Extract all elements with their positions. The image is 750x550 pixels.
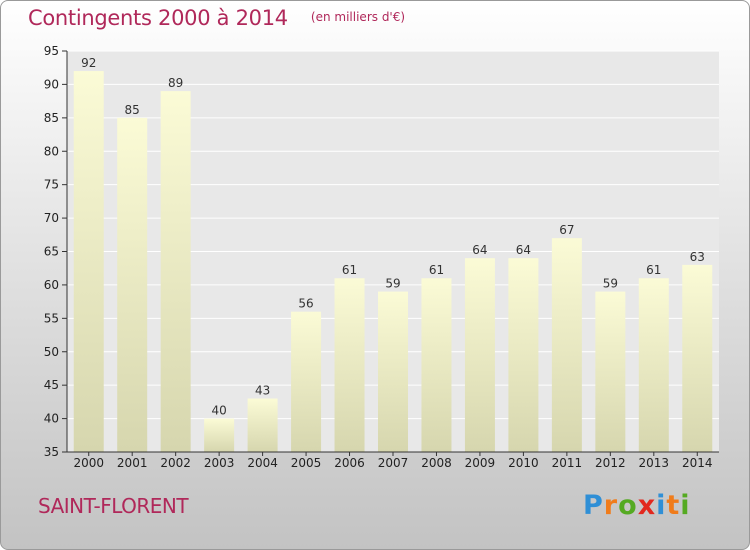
bar-value-label: 59 — [385, 277, 400, 291]
logo-letter: x — [637, 490, 657, 521]
bar-value-label: 61 — [646, 263, 661, 277]
bar-value-label: 92 — [81, 56, 96, 70]
logo-letter: i — [680, 490, 691, 521]
bar-value-label: 85 — [125, 103, 140, 117]
chart-header: Contingents 2000 à 2014 (en milliers d'€… — [28, 6, 405, 30]
x-tick-label: 2014 — [682, 456, 713, 470]
bar-2012 — [595, 291, 626, 452]
y-tick-label: 80 — [44, 144, 59, 158]
bar-2007 — [378, 291, 408, 452]
x-tick-label: 2005 — [291, 456, 322, 470]
bar-2001 — [117, 117, 148, 452]
x-tick-label: 2001 — [117, 456, 148, 470]
proxiti-logo: Proxiti — [583, 490, 691, 521]
logo-letter: P — [583, 490, 604, 521]
bar-2003 — [204, 418, 235, 452]
logo-letter: i — [656, 490, 667, 521]
bar-2014 — [682, 264, 713, 452]
bar-2009 — [464, 258, 495, 452]
y-tick-label: 65 — [44, 245, 59, 259]
x-tick-label: 2008 — [421, 456, 452, 470]
y-tick-label: 40 — [44, 412, 59, 426]
bar-value-label: 63 — [690, 250, 705, 264]
bar-2008 — [421, 278, 452, 452]
bar-value-label: 43 — [255, 384, 270, 398]
bar-value-label: 40 — [211, 404, 226, 418]
commune-name: SAINT-FLORENT — [38, 494, 189, 518]
logo-letter: t — [666, 490, 681, 521]
bar-value-label: 67 — [559, 223, 574, 237]
bar-2013 — [638, 278, 669, 452]
x-tick-label: 2004 — [247, 456, 278, 470]
logo-letter: r — [603, 490, 619, 521]
y-tick-label: 70 — [44, 211, 59, 225]
y-tick-label: 85 — [44, 111, 59, 125]
bar-2004 — [247, 398, 278, 452]
bar-2010 — [508, 258, 539, 452]
bar-value-label: 64 — [472, 243, 487, 257]
bar-value-label: 64 — [516, 243, 531, 257]
y-tick-label: 55 — [44, 311, 59, 325]
x-tick-label: 2003 — [204, 456, 235, 470]
chart-title: Contingents 2000 à 2014 — [28, 6, 288, 30]
x-tick-label: 2012 — [595, 456, 626, 470]
x-tick-label: 2000 — [73, 456, 104, 470]
y-tick-label: 75 — [44, 178, 59, 192]
bar-2000 — [73, 71, 104, 453]
bar-value-label: 61 — [429, 263, 444, 277]
logo-letter: o — [618, 490, 638, 521]
bar-2011 — [551, 238, 582, 452]
bar-2006 — [334, 278, 365, 452]
bar-value-label: 59 — [603, 277, 618, 291]
y-tick-label: 90 — [44, 77, 59, 91]
y-tick-label: 35 — [44, 445, 59, 459]
bar-value-label: 61 — [342, 263, 357, 277]
x-tick-label: 2007 — [378, 456, 409, 470]
x-tick-label: 2006 — [334, 456, 365, 470]
x-tick-label: 2013 — [639, 456, 670, 470]
bar-2005 — [291, 311, 322, 452]
bars: 92 85 89 40 43 56 61 59 61 64 64 67 59 61 63 — [73, 56, 713, 453]
y-tick-label: 50 — [44, 345, 59, 359]
axes: 35 40 45 50 55 60 65 70 75 80 85 90 95 2000 2001 2002 20… — [44, 44, 719, 470]
bar-value-label: 56 — [298, 297, 313, 311]
x-tick-label: 2002 — [160, 456, 191, 470]
x-tick-label: 2010 — [508, 456, 539, 470]
y-tick-label: 45 — [44, 378, 59, 392]
bar-value-label: 89 — [168, 76, 183, 90]
y-tick-label: 95 — [44, 44, 59, 58]
y-tick-label: 60 — [44, 278, 59, 292]
chart-subtitle: (en milliers d'€) — [310, 10, 406, 24]
x-tick-label: 2009 — [465, 456, 496, 470]
bar-2002 — [160, 91, 191, 452]
x-tick-label: 2011 — [552, 456, 583, 470]
